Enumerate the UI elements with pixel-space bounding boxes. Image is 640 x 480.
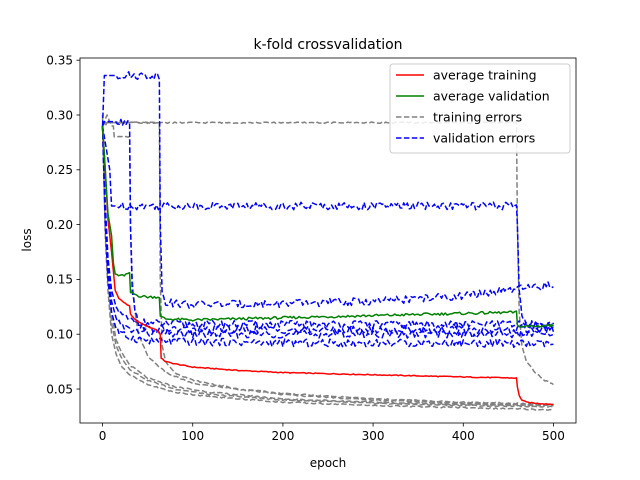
legend-label-average-validation: average validation [433,89,550,104]
validation-errors-line-11 [101,118,555,335]
chart-title: k-fold crossvalidation [253,37,402,53]
training-errors-line-6 [101,119,554,406]
y-tick-label: 0.20 [46,218,73,232]
y-tick-label: 0.25 [46,163,73,177]
x-tick-label: 400 [452,429,475,443]
x-tick-label: 200 [271,429,294,443]
y-axis-ticks: 0.05 0.10 0.15 0.20 0.25 0.30 0.35 [46,53,80,396]
legend: average training average validation traini… [389,63,571,154]
validation-errors-line-9 [101,125,554,339]
average-training-line-0 [101,125,554,406]
legend-label-average-training: average training [433,68,537,83]
legend-box [389,63,571,154]
legend-label-validation-errors: validation errors [433,131,535,146]
x-tick-label: 100 [181,429,204,443]
y-tick-label: 0.05 [46,382,73,396]
y-tick-label: 0.35 [46,53,73,67]
validation-errors-line-8 [101,125,554,349]
legend-items: average training average validation traini… [396,68,550,146]
validation-errors-line-12 [101,71,554,309]
y-tick-label: 0.10 [46,328,73,342]
training-errors-line-7 [101,121,554,386]
x-axis-ticks: 0 100 200 300 400 500 [99,423,565,443]
x-tick-label: 0 [99,429,107,443]
validation-errors-line-10 [101,125,555,329]
y-tick-label: 0.15 [46,273,73,287]
x-tick-label: 300 [362,429,385,443]
x-axis-label: epoch [310,456,347,470]
plot-frame [79,57,577,424]
average-validation-line-1 [101,125,555,329]
series-layer [101,71,555,411]
legend-label-training-errors: training errors [433,110,522,125]
y-axis-label: loss [20,228,34,251]
x-tick-label: 500 [542,429,565,443]
y-tick-label: 0.30 [46,108,73,122]
training-errors-line-5 [101,114,554,407]
validation-errors-line-13 [101,125,554,329]
